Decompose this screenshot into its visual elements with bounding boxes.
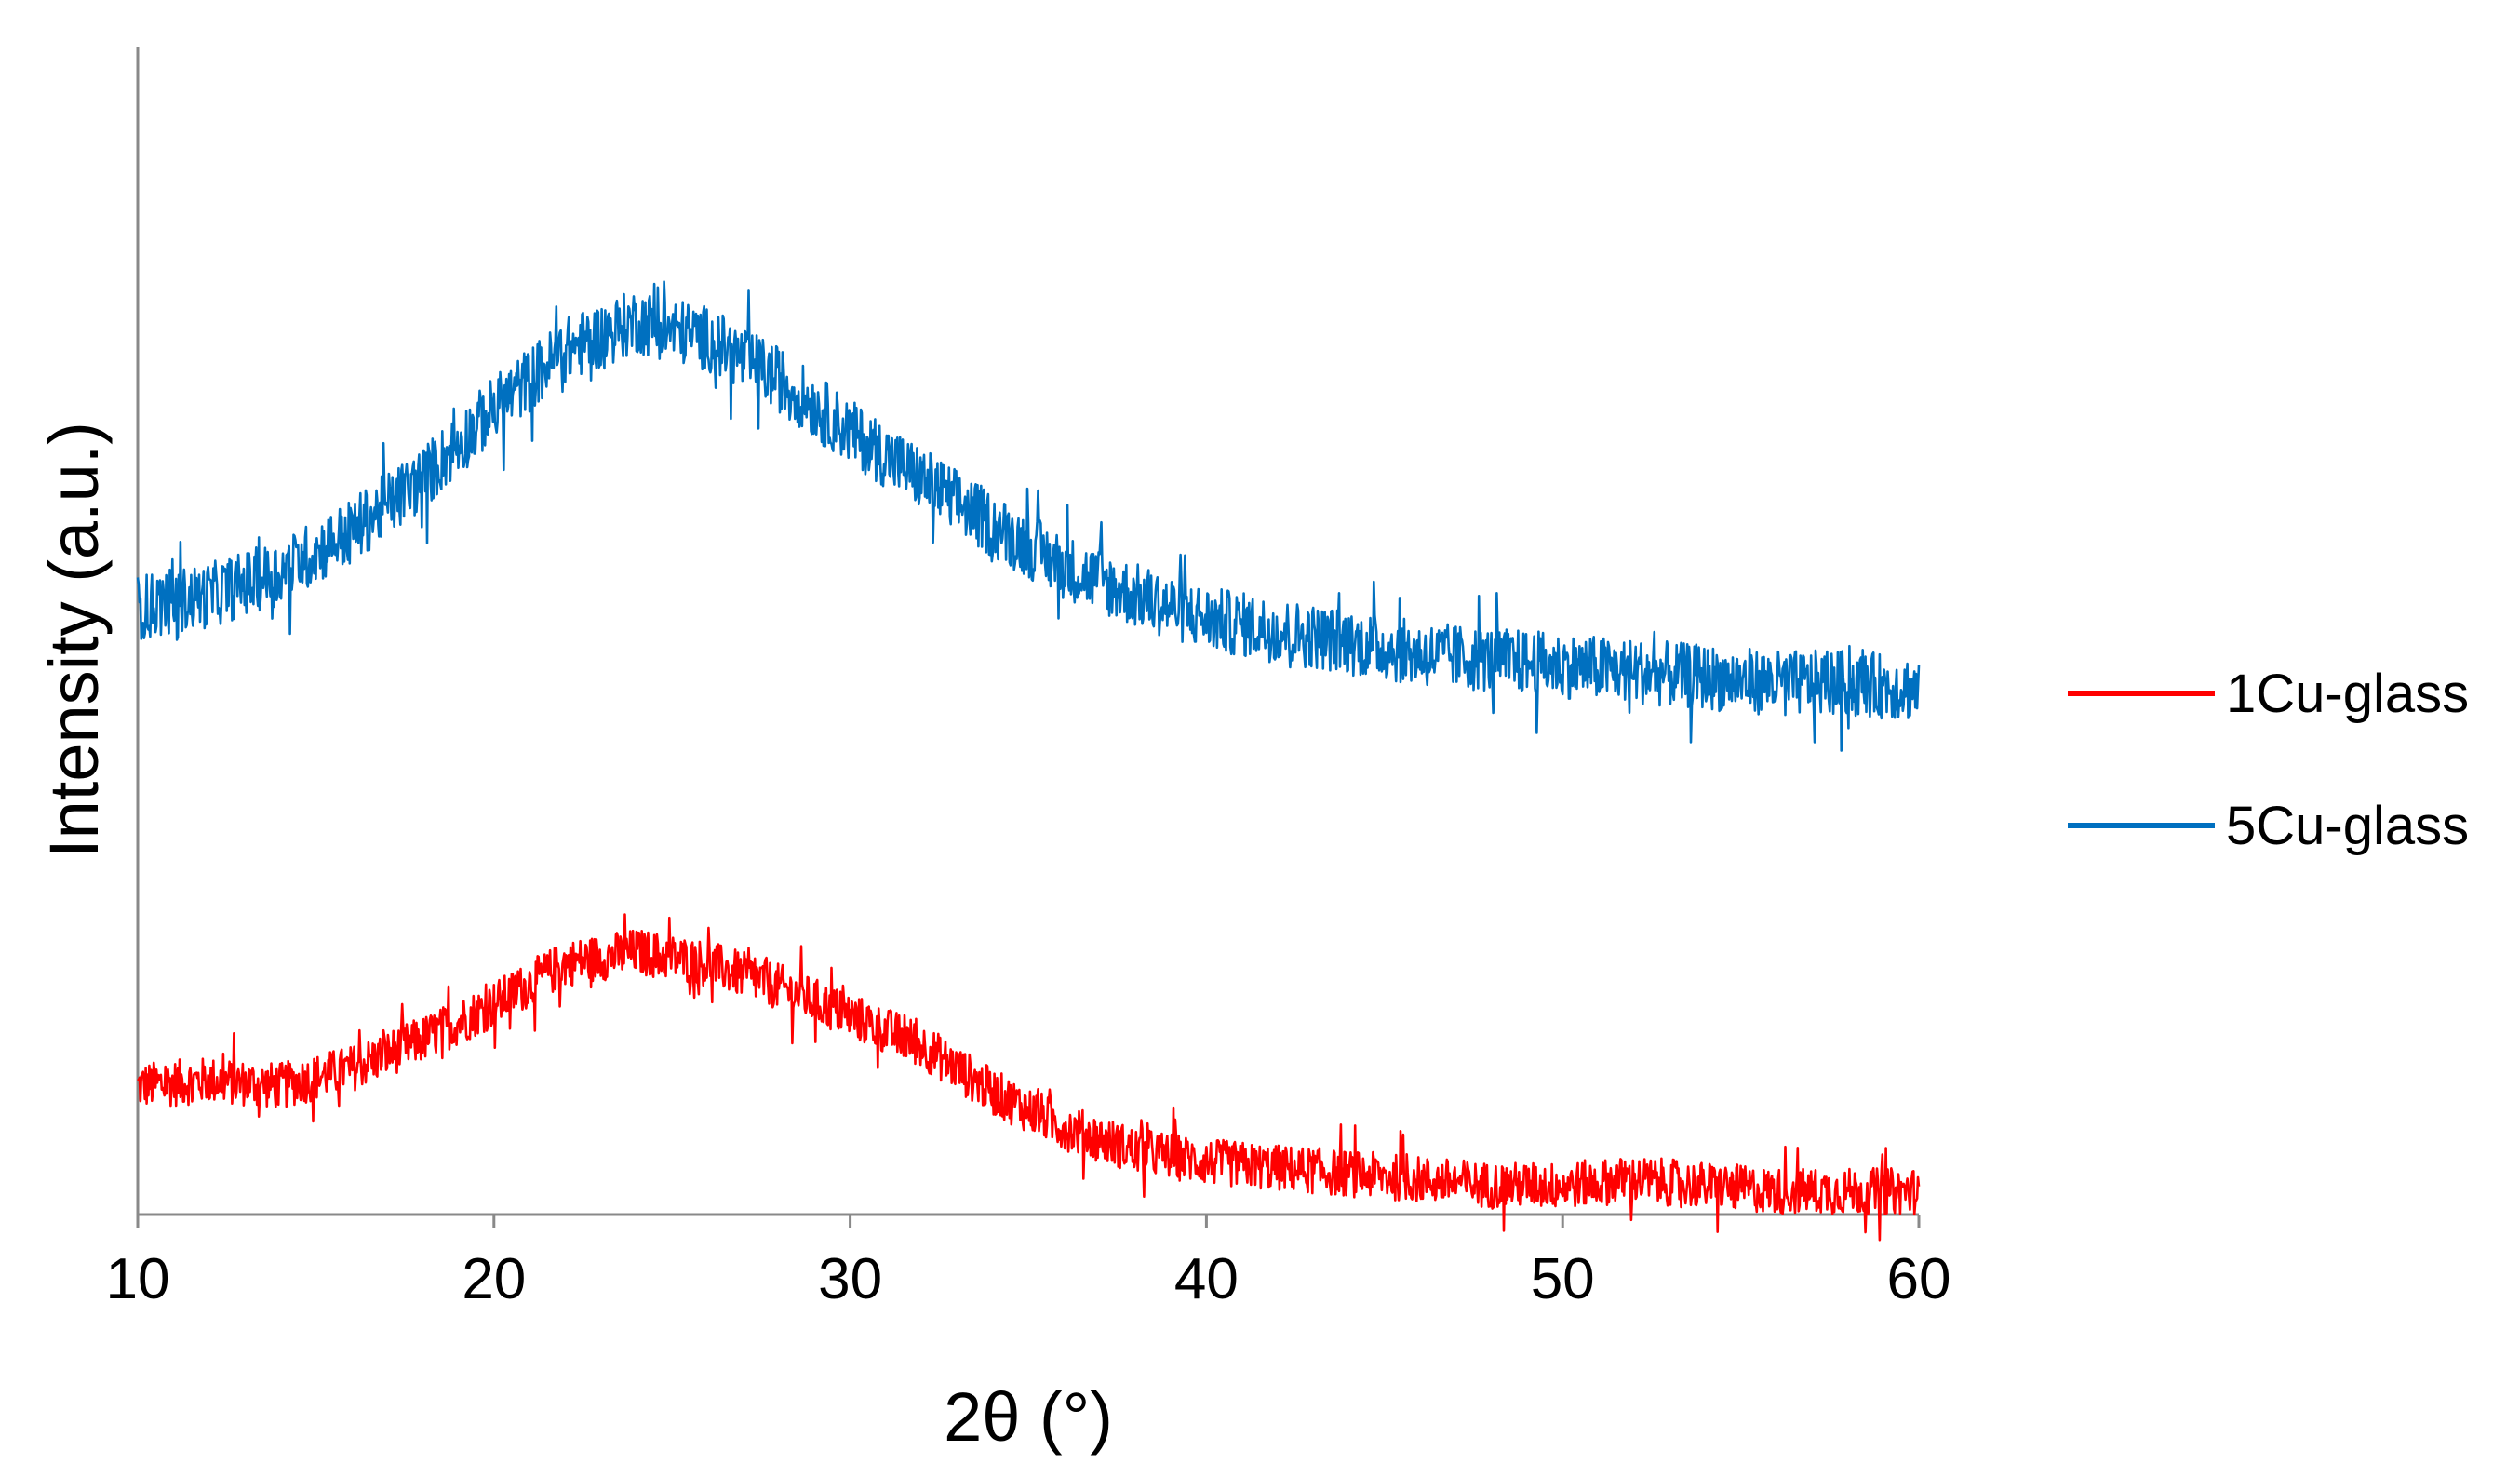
x-ticks: 10 20 30 40 50 60 — [106, 1215, 1951, 1311]
x-axis-title: 2θ (°) — [944, 1378, 1113, 1456]
plot-area: 10 20 30 40 50 60 — [106, 47, 1951, 1311]
legend-label: 5Cu-glass — [2226, 796, 2469, 856]
series-line-5cu-glass — [136, 280, 1921, 752]
x-tick-label: 50 — [1531, 1247, 1595, 1311]
x-tick-label: 40 — [1174, 1247, 1239, 1311]
series-layer — [136, 280, 1921, 1242]
y-axis-title: Intensity (a.u.) — [35, 422, 113, 858]
legend: 1Cu-glass 5Cu-glass — [2068, 664, 2469, 856]
x-tick-label: 20 — [462, 1247, 526, 1311]
x-tick-label: 30 — [818, 1247, 882, 1311]
series-line-1cu-glass — [137, 913, 1921, 1242]
x-tick-label: 10 — [106, 1247, 170, 1311]
legend-label: 1Cu-glass — [2226, 664, 2469, 724]
x-tick-label: 60 — [1887, 1247, 1951, 1311]
